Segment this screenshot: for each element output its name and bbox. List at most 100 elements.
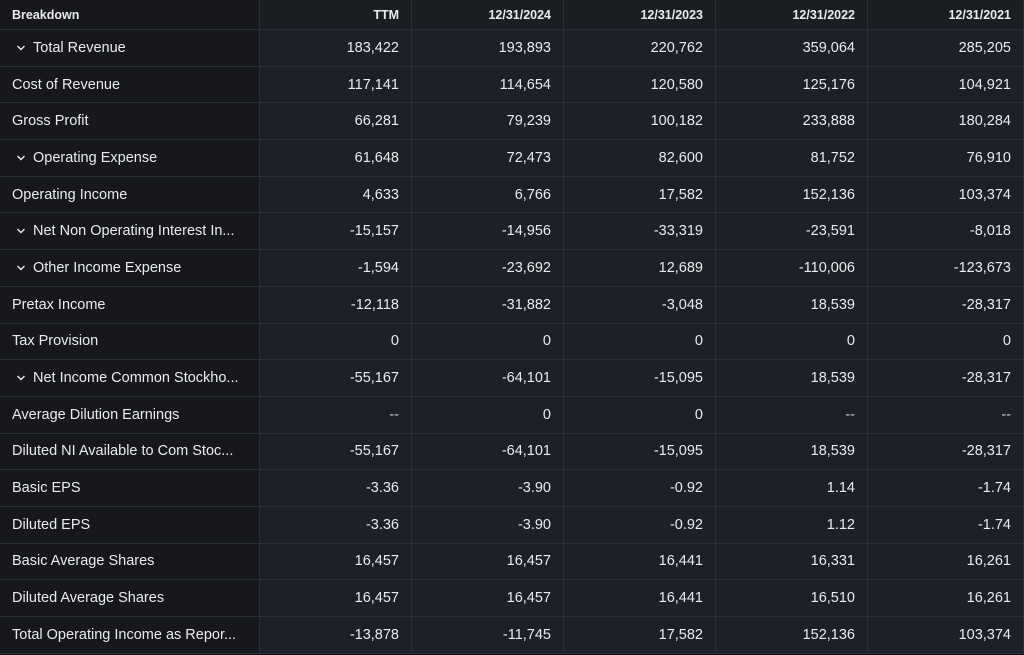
row-label-cell: Basic Average Shares	[0, 543, 260, 581]
row-value-cell: -14,956	[412, 213, 564, 251]
row-value-cell: -28,317	[868, 433, 1024, 471]
row-label: Pretax Income	[12, 296, 106, 313]
row-label: Basic Average Shares	[12, 553, 155, 570]
row-label: Diluted EPS	[12, 516, 91, 533]
row-value-cell: 1.12	[716, 506, 868, 544]
row-value-cell: 0	[412, 323, 564, 361]
row-value-cell: --	[260, 396, 412, 434]
row-value-cell: -3.36	[260, 470, 412, 507]
header-ttm: TTM	[260, 0, 412, 30]
row-label-cell: Cost of Revenue	[0, 66, 260, 104]
row-value-cell: -1.74	[868, 506, 1024, 544]
row-value-cell: -15,157	[260, 213, 412, 251]
row-value-cell: -31,882	[412, 286, 564, 324]
row-value-cell: 17,582	[564, 176, 716, 214]
chevron-down-icon[interactable]	[14, 373, 28, 383]
header-2023: 12/31/2023	[564, 0, 716, 30]
row-label-cell: Tax Provision	[0, 323, 260, 361]
chevron-down-icon[interactable]	[14, 43, 28, 53]
row-value-cell: -64,101	[412, 360, 564, 397]
row-value-cell: 152,136	[716, 617, 868, 654]
row-value-cell: 18,539	[716, 360, 868, 397]
row-label-cell[interactable]: Net Non Operating Interest In...	[0, 213, 260, 251]
row-value-cell: 125,176	[716, 66, 868, 104]
row-value-cell: 82,600	[564, 140, 716, 177]
row-value-cell: -1,594	[260, 250, 412, 287]
row-value-cell: 100,182	[564, 103, 716, 141]
header-2021: 12/31/2021	[868, 0, 1024, 30]
row-value-cell: 4,633	[260, 176, 412, 214]
row-value-cell: -15,095	[564, 360, 716, 397]
row-label: Gross Profit	[12, 113, 89, 130]
row-value-cell: -55,167	[260, 360, 412, 397]
row-value-cell: 81,752	[716, 140, 868, 177]
row-value-cell: 1.14	[716, 470, 868, 507]
row-value-cell: -110,006	[716, 250, 868, 287]
row-label-cell: Pretax Income	[0, 286, 260, 324]
row-value-cell: 16,457	[260, 580, 412, 617]
row-value-cell: -23,692	[412, 250, 564, 287]
row-value-cell: 16,331	[716, 543, 868, 581]
row-value-cell: -28,317	[868, 360, 1024, 397]
row-value-cell: 0	[260, 323, 412, 361]
row-value-cell: 18,539	[716, 286, 868, 324]
row-label: Average Dilution Earnings	[12, 406, 180, 423]
row-value-cell: -33,319	[564, 213, 716, 251]
row-label: Tax Provision	[12, 333, 99, 350]
row-value-cell: -3.36	[260, 506, 412, 544]
row-value-cell: 0	[412, 396, 564, 434]
row-label: Net Non Operating Interest In...	[33, 223, 235, 240]
row-label-cell: Total Operating Income as Repor...	[0, 617, 260, 654]
row-value-cell: -0.92	[564, 470, 716, 507]
row-value-cell: 6,766	[412, 176, 564, 214]
row-value-cell: 103,374	[868, 617, 1024, 654]
row-label-cell: Average Dilution Earnings	[0, 396, 260, 434]
row-value-cell: 16,457	[412, 543, 564, 581]
header-2024: 12/31/2024	[412, 0, 564, 30]
row-value-cell: 16,441	[564, 580, 716, 617]
row-label: Diluted NI Available to Com Stoc...	[12, 443, 234, 460]
row-label-cell[interactable]: Operating Expense	[0, 140, 260, 177]
row-value-cell: 114,654	[412, 66, 564, 104]
row-value-cell: 16,261	[868, 580, 1024, 617]
row-value-cell: 72,473	[412, 140, 564, 177]
row-label-cell[interactable]: Total Revenue	[0, 30, 260, 67]
row-value-cell: -55,167	[260, 433, 412, 471]
row-value-cell: -28,317	[868, 286, 1024, 324]
row-value-cell: 0	[564, 323, 716, 361]
row-value-cell: 359,064	[716, 30, 868, 67]
row-value-cell: -23,591	[716, 213, 868, 251]
chevron-down-icon[interactable]	[14, 153, 28, 163]
chevron-down-icon[interactable]	[14, 263, 28, 273]
row-value-cell: 152,136	[716, 176, 868, 214]
row-value-cell: 16,457	[412, 580, 564, 617]
row-value-cell: -3.90	[412, 470, 564, 507]
row-value-cell: 16,510	[716, 580, 868, 617]
row-value-cell: 0	[868, 323, 1024, 361]
row-label: Basic EPS	[12, 480, 81, 497]
row-value-cell: 180,284	[868, 103, 1024, 141]
row-value-cell: 61,648	[260, 140, 412, 177]
row-value-cell: --	[868, 396, 1024, 434]
row-value-cell: 12,689	[564, 250, 716, 287]
row-value-cell: -64,101	[412, 433, 564, 471]
row-value-cell: -1.74	[868, 470, 1024, 507]
row-value-cell: -15,095	[564, 433, 716, 471]
row-label-cell: Diluted Average Shares	[0, 580, 260, 617]
row-value-cell: 79,239	[412, 103, 564, 141]
row-label: Diluted Average Shares	[12, 590, 165, 607]
chevron-down-icon[interactable]	[14, 226, 28, 236]
row-value-cell: 104,921	[868, 66, 1024, 104]
row-value-cell: 220,762	[564, 30, 716, 67]
row-label-cell[interactable]: Net Income Common Stockho...	[0, 360, 260, 397]
row-label-cell[interactable]: Other Income Expense	[0, 250, 260, 287]
row-value-cell: -11,745	[412, 617, 564, 654]
row-value-cell: -3.90	[412, 506, 564, 544]
row-label: Operating Income	[12, 186, 128, 203]
row-value-cell: 233,888	[716, 103, 868, 141]
row-value-cell: -12,118	[260, 286, 412, 324]
row-label-cell: Diluted NI Available to Com Stoc...	[0, 433, 260, 471]
row-value-cell: -8,018	[868, 213, 1024, 251]
row-label: Other Income Expense	[33, 259, 182, 276]
row-value-cell: -3,048	[564, 286, 716, 324]
